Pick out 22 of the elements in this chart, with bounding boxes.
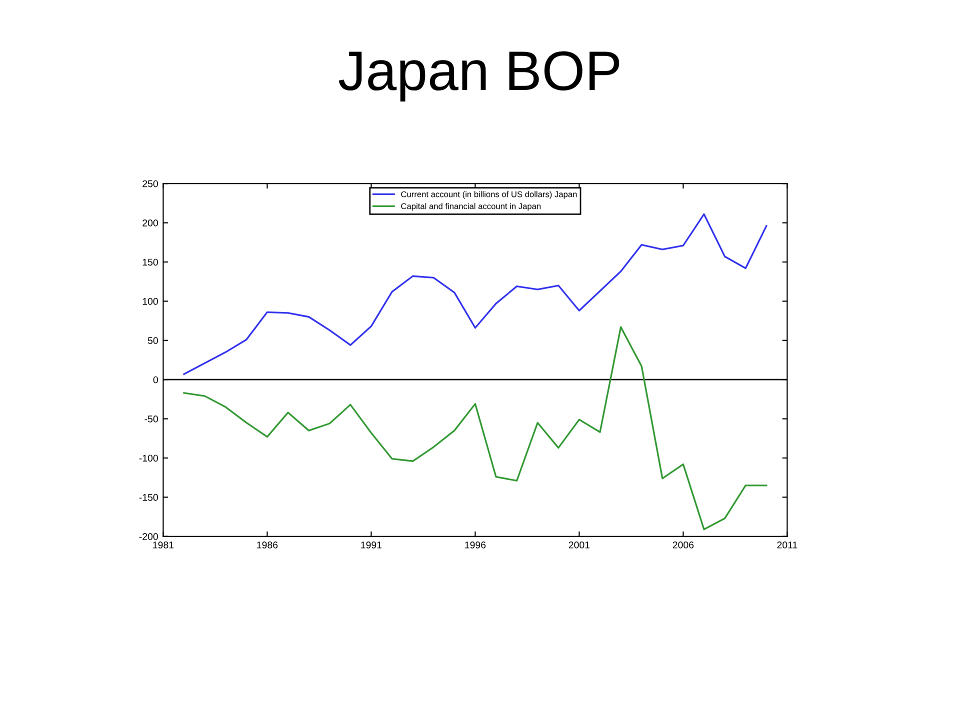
y-tick-label: -200	[139, 533, 158, 540]
x-tick-label: 2001	[568, 542, 590, 548]
x-tick-label: 1981	[153, 542, 174, 548]
y-tick-label: -50	[144, 416, 158, 422]
x-tick-label: 1996	[465, 542, 486, 548]
y-tick-label: 100	[142, 298, 158, 305]
y-tick-label: 150	[142, 258, 158, 266]
y-tick-label: 50	[148, 337, 158, 344]
y-tick-label: 200	[142, 220, 158, 226]
y-tick-label: -150	[139, 494, 158, 501]
y-tick-label: 250	[142, 180, 158, 188]
line-series	[183, 213, 768, 375]
x-tick-label: 2006	[672, 542, 694, 548]
chart-title: Japan BOP	[338, 51, 620, 102]
y-tick-label: -100	[139, 454, 158, 462]
x-tick-label: 1986	[257, 542, 278, 548]
y-tick-label: 0	[153, 376, 158, 384]
x-tick-label: 2011	[777, 542, 798, 548]
legend-label: Capital and financial account in Japan	[401, 203, 541, 211]
legend-label: Current account (in billions of US dollars) Japan	[401, 191, 577, 199]
line-series	[183, 326, 768, 530]
x-tick-label: 1991	[361, 542, 382, 548]
